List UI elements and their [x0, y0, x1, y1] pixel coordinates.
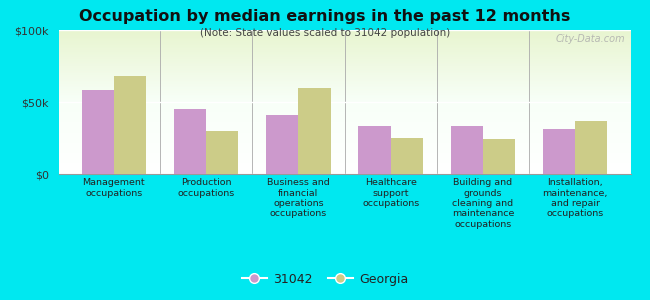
Bar [298, 88, 331, 174]
Bar [483, 140, 515, 174]
Bar [575, 121, 608, 174]
Bar [114, 76, 146, 174]
Legend: 31042, Georgia: 31042, Georgia [237, 268, 413, 291]
Text: City-Data.com: City-Data.com [555, 34, 625, 44]
Text: (Note: State values scaled to 31042 population): (Note: State values scaled to 31042 popu… [200, 28, 450, 38]
Text: Occupation by median earnings in the past 12 months: Occupation by median earnings in the pas… [79, 9, 571, 24]
Bar [266, 115, 298, 174]
Bar [450, 127, 483, 174]
Bar [81, 91, 114, 174]
Bar [391, 138, 423, 174]
Bar [174, 109, 206, 174]
Bar [543, 129, 575, 174]
Bar [206, 131, 239, 174]
Bar [358, 127, 391, 174]
